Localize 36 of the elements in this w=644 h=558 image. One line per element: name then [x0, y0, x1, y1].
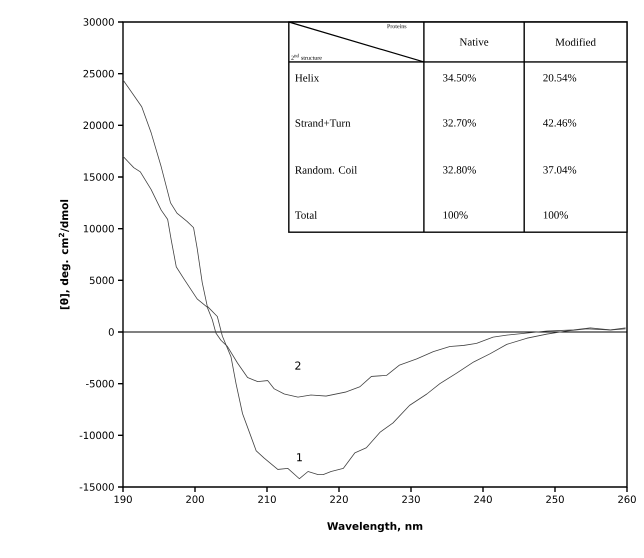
annotation: 20.54% — [543, 74, 576, 82]
annotation: 100% — [444, 211, 468, 219]
y-tick-label: -15000 — [80, 483, 114, 491]
x-tick-label: 200 — [186, 496, 204, 504]
x-tick-label: 190 — [114, 496, 132, 504]
x-tick-label: 250 — [546, 496, 564, 504]
y-tick-label: 5000 — [90, 276, 114, 284]
x-tick-label: 210 — [258, 496, 276, 504]
y-tick-label: 0 — [108, 328, 114, 336]
x-axis-title: Wavelength, nm — [327, 522, 422, 532]
y-tick-label: 20000 — [84, 122, 114, 130]
annotation: Total — [295, 211, 318, 219]
y-tick-label: 30000 — [84, 18, 114, 26]
annotation: 32.70% — [443, 119, 476, 127]
y-tick-label: 25000 — [84, 70, 114, 78]
x-tick-label: 260 — [618, 496, 636, 504]
annotation: 100% — [544, 211, 568, 219]
annotation: Random. Coil — [295, 166, 358, 174]
y-tick-label: -5000 — [86, 380, 114, 388]
series-label: 1 — [297, 453, 302, 462]
annotation: 37.04% — [543, 166, 576, 174]
annotation: Helix — [295, 74, 320, 82]
x-tick-label: 240 — [474, 496, 492, 504]
y-tick-label: -10000 — [80, 432, 114, 440]
annotation: 42.46% — [543, 119, 576, 127]
x-tick-label: 230 — [402, 496, 420, 504]
annotation: Native — [460, 38, 488, 46]
annotation: Strand+Turn — [296, 119, 350, 127]
y-tick-label: 10000 — [84, 224, 114, 232]
y-tick-label: 15000 — [84, 173, 114, 181]
annotation: Modified — [556, 38, 596, 46]
annotation: 32.80% — [443, 166, 476, 174]
y-axis-title: [θ], deg. cm$^{2}$/dmol — [58, 200, 70, 310]
x-tick-label: 220 — [330, 496, 348, 504]
annotation: 34.50% — [443, 74, 476, 82]
text: 2 — [295, 361, 300, 370]
